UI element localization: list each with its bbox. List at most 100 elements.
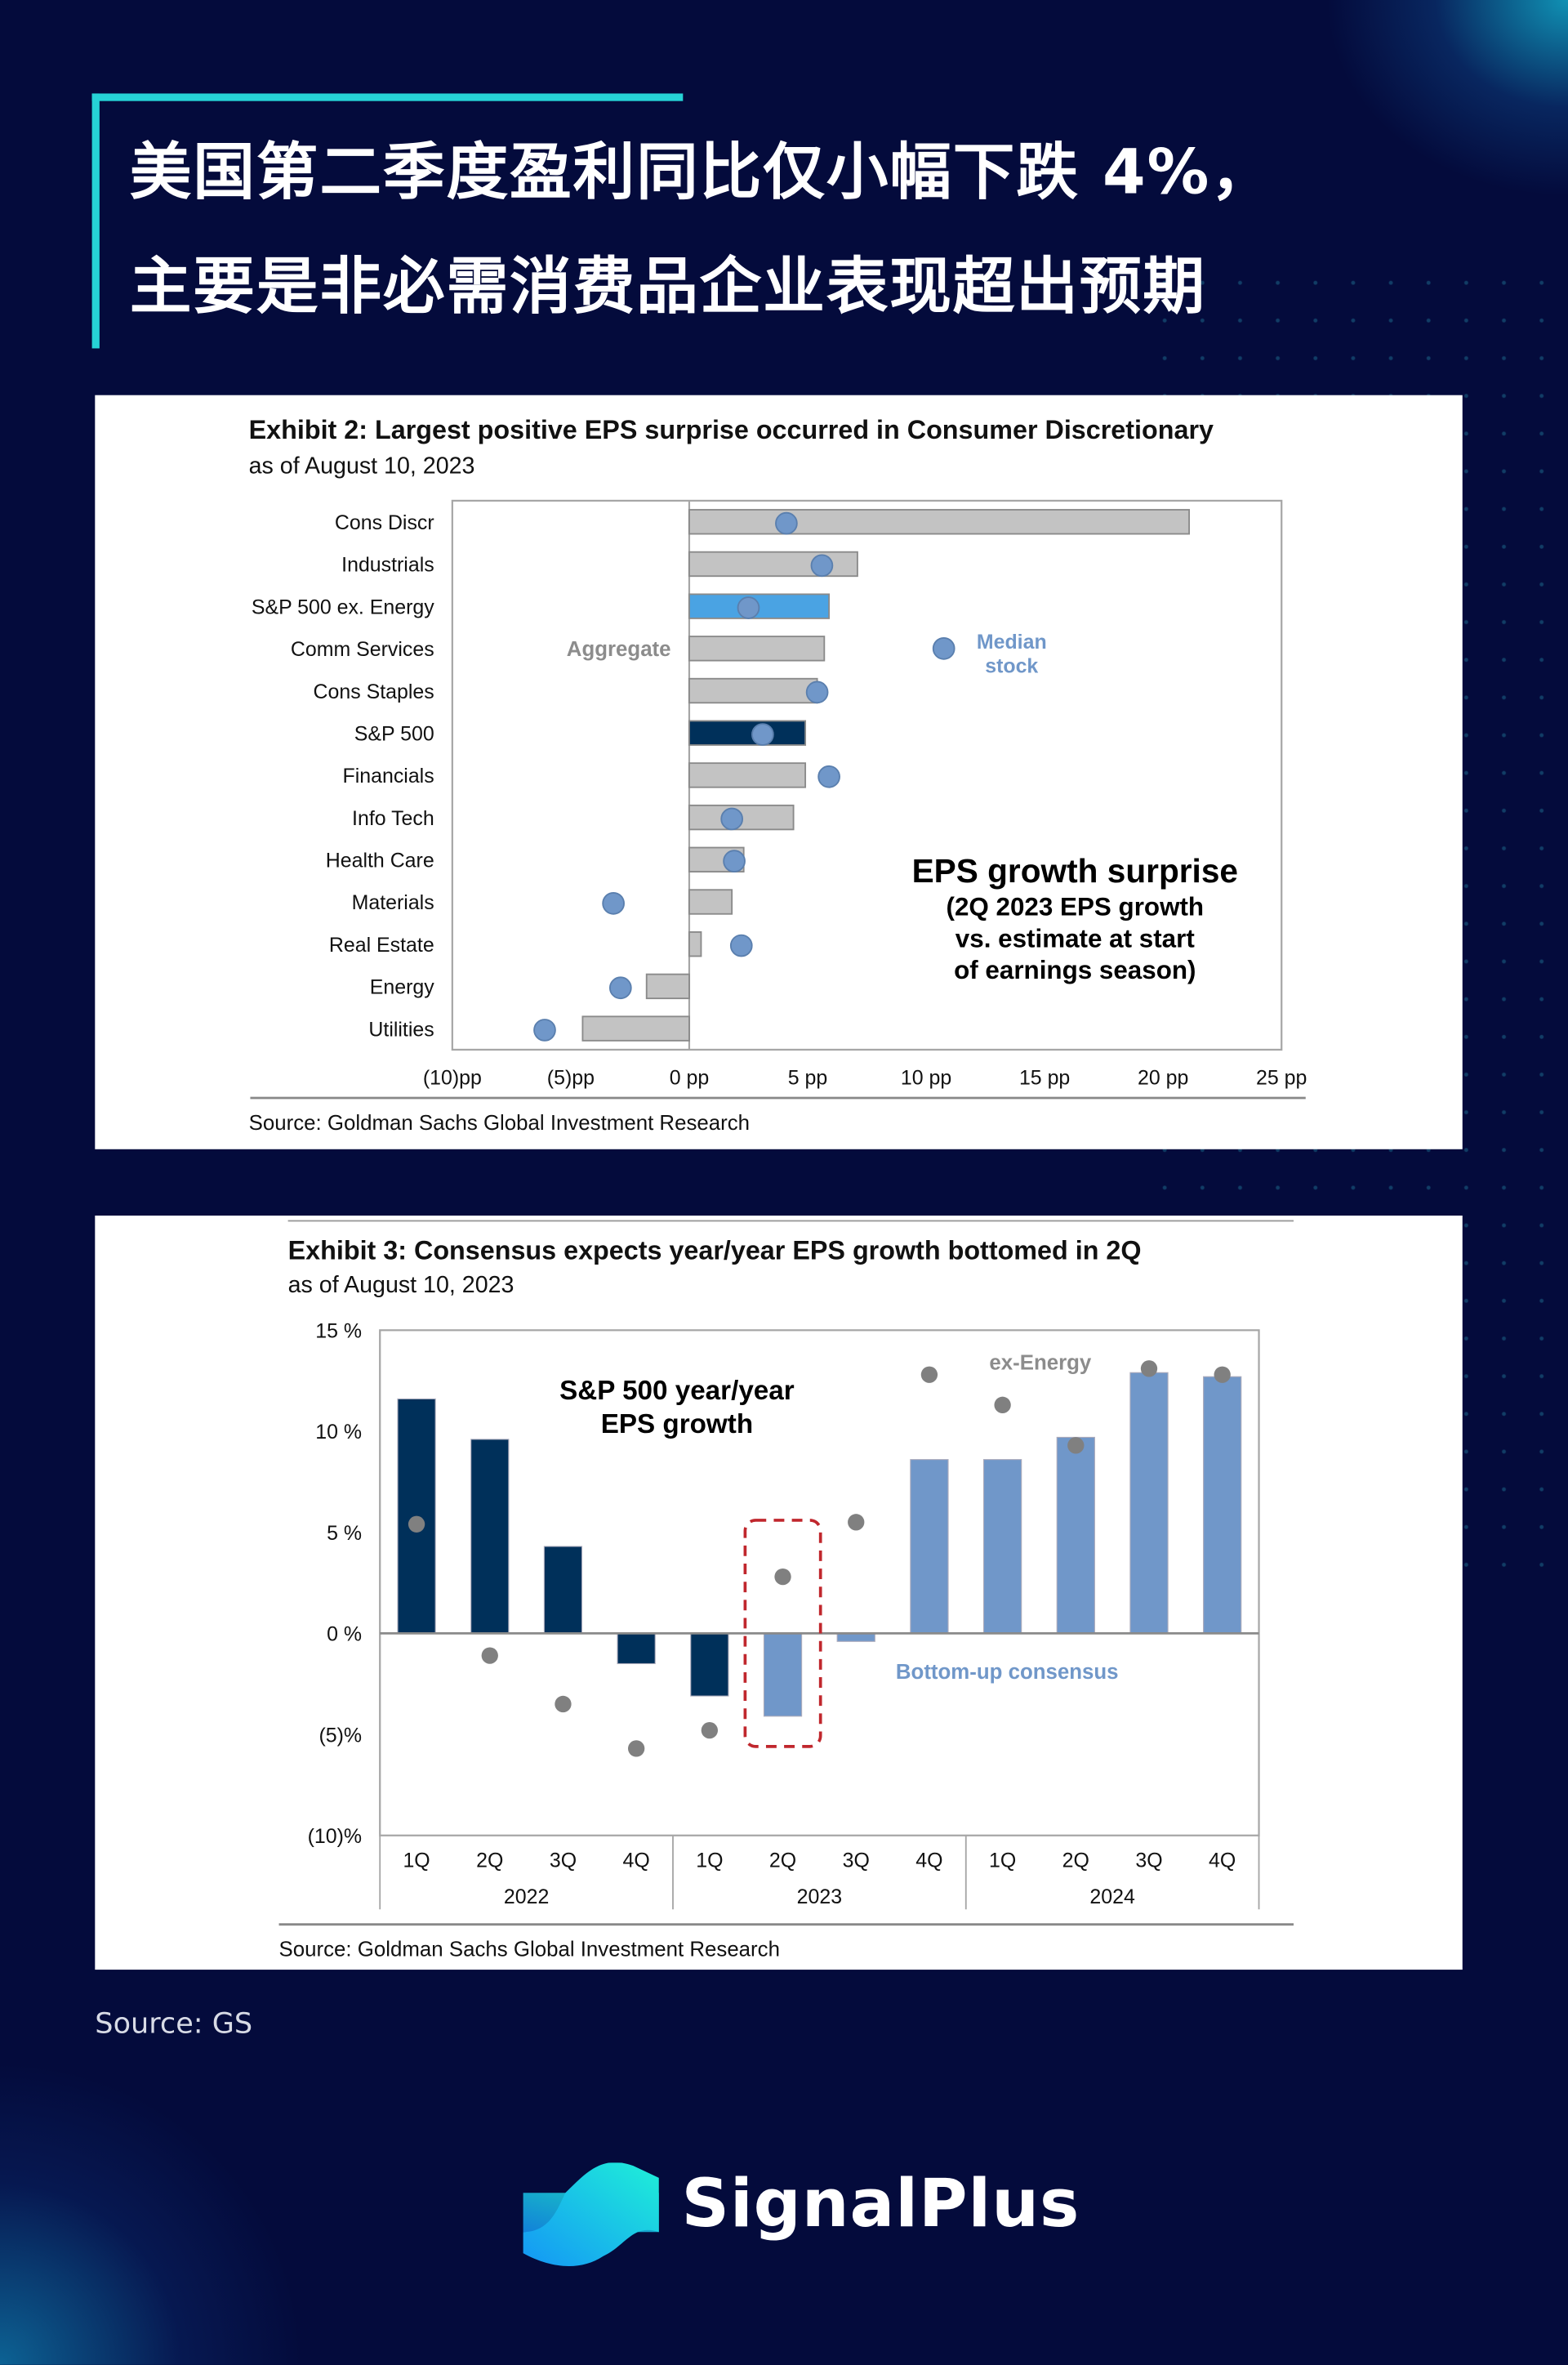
median-stock-dot xyxy=(817,765,840,788)
aggregate-bar xyxy=(688,509,1191,535)
y-tick-label: (5)% xyxy=(318,1724,362,1747)
eps-growth-bar xyxy=(1056,1436,1095,1634)
ex-energy-dot xyxy=(408,1515,425,1533)
x-tick-label: 1Q xyxy=(696,1850,723,1872)
x-tick-label: 1Q xyxy=(989,1850,1016,1872)
exhibit3-subtitle: as of August 10, 2023 xyxy=(287,1273,514,1299)
eps-growth-bar xyxy=(690,1632,729,1697)
x-tick-label: 2Q xyxy=(769,1850,796,1872)
brand-name: SignalPlus xyxy=(681,2166,1080,2243)
ex-energy-dot xyxy=(848,1514,865,1531)
aggregate-label: Aggregate xyxy=(567,638,671,661)
consensus-label: Bottom-up consensus xyxy=(896,1661,1119,1684)
category-label: Energy xyxy=(370,976,434,999)
median-stock-dot xyxy=(608,976,632,1000)
exhibit2-source: Source: Goldman Sachs Global Investment … xyxy=(248,1109,751,1135)
category-label: Utilities xyxy=(368,1018,434,1041)
ex-energy-dot xyxy=(1067,1437,1085,1454)
eps-growth-bar xyxy=(543,1546,583,1634)
aggregate-bar xyxy=(581,1015,690,1042)
x-tick-label: 4Q xyxy=(915,1850,942,1872)
eps-growth-bar xyxy=(910,1459,949,1634)
median-stock-dot xyxy=(729,934,753,957)
eps-growth-bar xyxy=(1129,1372,1169,1634)
x-tick-label: 2Q xyxy=(1062,1850,1089,1872)
x-tick-label: 20 pp xyxy=(1138,1066,1188,1089)
aggregate-bar xyxy=(688,720,807,746)
chart-label: EPS growth xyxy=(601,1409,753,1439)
aggregate-bar xyxy=(688,677,818,704)
aggregate-bar xyxy=(688,762,807,788)
median-stock-dot xyxy=(533,1019,556,1042)
category-label: Health Care xyxy=(326,850,434,872)
ex-energy-dot xyxy=(1140,1360,1158,1377)
x-tick-label: 0 pp xyxy=(670,1066,709,1089)
exhibit2-subtitle: as of August 10, 2023 xyxy=(248,453,475,480)
aggregate-bar xyxy=(645,973,690,1000)
median-stock-dot xyxy=(723,850,746,872)
year-label: 2024 xyxy=(1089,1885,1135,1908)
annotation-line: (2Q 2023 EPS growth xyxy=(947,893,1205,921)
x-tick-label: 3Q xyxy=(1135,1850,1162,1872)
plot-frame xyxy=(379,1329,1260,1836)
x-tick-label: 3Q xyxy=(550,1850,577,1872)
exhibit3-title: Exhibit 3: Consensus expects year/year E… xyxy=(287,1234,1142,1265)
x-tick-label: 4Q xyxy=(1209,1850,1236,1872)
x-tick-label: 1Q xyxy=(403,1850,430,1872)
median-label: stock xyxy=(985,654,1038,677)
category-label: S&P 500 xyxy=(354,722,434,745)
eps-growth-bar xyxy=(470,1439,510,1634)
x-tick-label: 25 pp xyxy=(1256,1066,1307,1089)
median-stock-dot xyxy=(810,554,834,578)
median-stock-dot xyxy=(602,891,625,915)
median-stock-dot xyxy=(775,511,798,535)
ex-energy-dot xyxy=(774,1568,791,1586)
median-legend-dot xyxy=(932,636,956,660)
plot-frame xyxy=(451,499,1283,1051)
median-label: Median xyxy=(977,631,1047,654)
signalplus-logo xyxy=(520,2162,663,2275)
signalplus-logo-icon xyxy=(523,2162,659,2266)
exhibit3-panel: Exhibit 3: Consensus expects year/year E… xyxy=(95,1215,1463,1970)
y-tick-label: 0 % xyxy=(327,1623,362,1646)
y-tick-label: (10)% xyxy=(308,1825,362,1848)
exhibit2-title: Exhibit 2: Largest positive EPS surprise… xyxy=(248,414,1214,445)
exhibit2-chart: Cons Discr Industrials S&P 500 ex. Energy C… xyxy=(250,499,1307,1100)
ex-energy-dot xyxy=(481,1647,498,1664)
year-label: 2022 xyxy=(504,1885,549,1908)
median-stock-dot xyxy=(720,807,744,831)
eps-growth-bar xyxy=(1203,1376,1242,1634)
exhibit3-source: Source: Goldman Sachs Global Investment … xyxy=(278,1936,780,1961)
eps-growth-bar xyxy=(617,1632,656,1665)
y-tick-label: 15 % xyxy=(315,1320,362,1343)
exhibit3-top-rule xyxy=(287,1220,1294,1222)
y-tick-label: 10 % xyxy=(315,1421,362,1444)
median-stock-dot xyxy=(751,723,774,746)
x-tick-label: 2Q xyxy=(476,1850,503,1872)
category-label: Real Estate xyxy=(329,934,434,957)
year-label: 2023 xyxy=(797,1885,842,1908)
footer-source: Source: GS xyxy=(95,2007,253,2041)
eps-growth-bar xyxy=(763,1632,803,1717)
x-tick-label: (5)pp xyxy=(547,1066,595,1089)
category-label: Materials xyxy=(352,891,434,914)
x-tick-label: 15 pp xyxy=(1019,1066,1070,1089)
x-tick-label: 5 pp xyxy=(788,1066,827,1089)
category-label: Info Tech xyxy=(352,807,434,830)
category-label: Financials xyxy=(343,765,434,788)
page-title-line1: 美国第二季度盈利同比仅小幅下跌 4%， xyxy=(129,136,1274,208)
x-tick-label: 3Q xyxy=(843,1850,870,1872)
page-title-line2: 主要是非必需消费品企业表现超出预期 xyxy=(129,250,1206,324)
aggregate-bar xyxy=(688,930,702,957)
annotation-line: vs. estimate at start xyxy=(956,924,1196,953)
x-tick-label: 4Q xyxy=(623,1850,650,1872)
annotation-title: EPS growth surprise xyxy=(912,852,1238,890)
ex-energy-dot xyxy=(555,1695,572,1713)
category-label: Cons Discr xyxy=(335,511,434,534)
annotation-line: of earnings season) xyxy=(954,956,1196,984)
ex-energy-dot xyxy=(1214,1366,1231,1383)
median-stock-dot xyxy=(805,680,829,704)
aggregate-bar xyxy=(688,889,733,915)
eps-growth-bar xyxy=(836,1632,875,1642)
exhibit3-chart: 15 % 10 % 5 % 0 % (5)% (10)% 1Q 2Q 3Q 4Q 1Q 2Q 3Q 4Q 1… xyxy=(278,1320,1294,1926)
